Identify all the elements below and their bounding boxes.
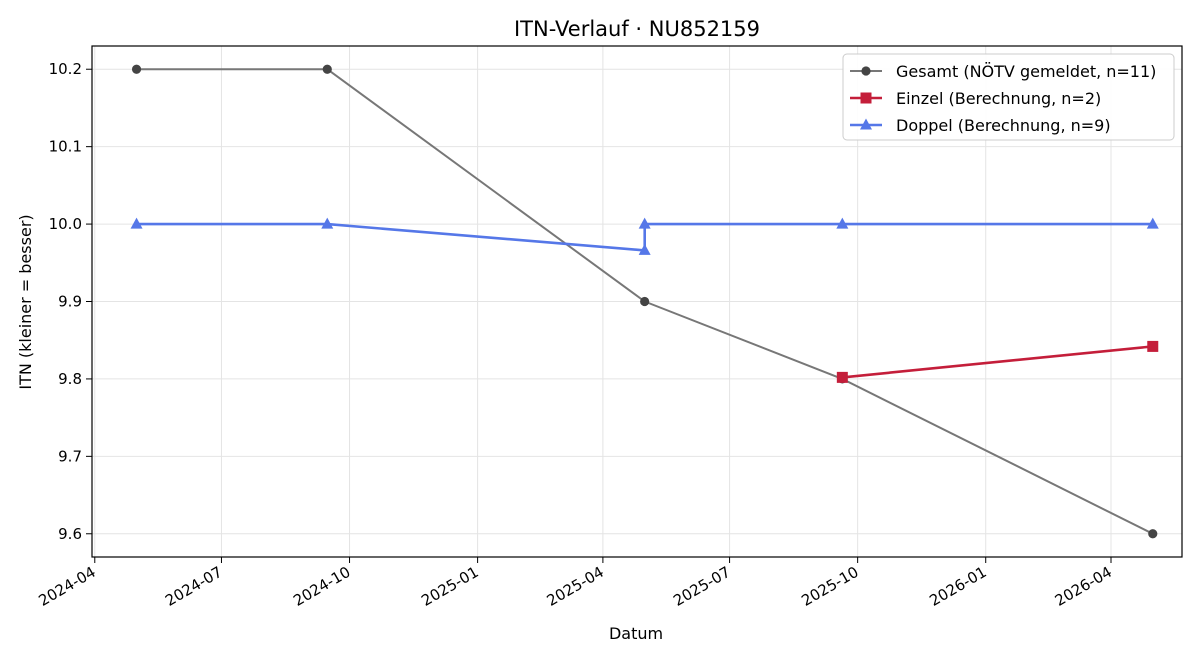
- series-line: [842, 345, 1153, 379]
- y-tick-label: 10.0: [49, 215, 82, 233]
- y-tick-label: 10.2: [49, 60, 82, 78]
- y-tick-label: 10.1: [49, 138, 82, 156]
- data-point: [836, 217, 849, 229]
- data-point: [321, 217, 334, 229]
- data-point: [130, 217, 143, 229]
- series-2: [836, 340, 1159, 383]
- x-tick-label: 2024-10: [290, 563, 353, 610]
- x-tick-label: 2025-01: [418, 563, 481, 610]
- y-tick-label: 9.8: [58, 370, 82, 388]
- y-axis: 9.6 9.7 9.8 9.9 10.0 10.1 10.2: [49, 60, 92, 543]
- legend-item: Einzel (Berechnung, n=2): [850, 89, 1101, 108]
- legend-box: [842, 53, 1175, 141]
- x-tick-label: 2024-07: [162, 563, 225, 610]
- x-tick-label: 2026-01: [926, 563, 989, 610]
- data-point: [638, 217, 651, 229]
- data-point: [1148, 529, 1158, 539]
- legend-item: Gesamt (NÖTV gemeldet, n=11): [850, 62, 1156, 81]
- x-axis-title: Datum: [609, 624, 663, 643]
- x-tick-label: 2025-10: [798, 563, 861, 610]
- data-point: [640, 296, 650, 307]
- series-3: [130, 217, 1159, 255]
- data-point: [1147, 340, 1159, 352]
- x-tick-label: 2025-07: [670, 563, 733, 610]
- data-point: [322, 64, 332, 74]
- legend-label: Einzel (Berechnung, n=2): [896, 89, 1101, 108]
- y-tick-label: 9.9: [58, 293, 82, 311]
- legend-item: Doppel (Berechnung, n=9): [850, 116, 1111, 135]
- data-point: [638, 243, 651, 255]
- legend: Gesamt (NÖTV gemeldet, n=11) Einzel (Bere…: [842, 53, 1175, 141]
- chart-title: ITN-Verlauf · NU852159: [514, 17, 760, 41]
- series-layer: [130, 64, 1159, 539]
- data-point: [131, 64, 142, 74]
- legend-label: Gesamt (NÖTV gemeldet, n=11): [896, 62, 1156, 81]
- series-line: [136, 222, 1153, 252]
- y-tick-label: 9.6: [58, 525, 82, 543]
- legend-marker: [860, 118, 872, 130]
- data-point: [836, 371, 848, 383]
- data-point: [1146, 217, 1159, 229]
- legend-marker: [861, 66, 871, 76]
- y-axis-title: ITN (kleiner = besser): [16, 214, 35, 389]
- x-tick-label: 2024-04: [35, 563, 98, 610]
- x-tick-label: 2025-04: [544, 563, 607, 610]
- x-tick-label: 2026-04: [1052, 563, 1115, 610]
- grid-lines: [92, 46, 1182, 557]
- legend-marker: [860, 92, 872, 104]
- y-tick-label: 9.7: [58, 447, 82, 465]
- x-axis: 2024-04 2024-07 2024-10 2025-01 2025-04 2025-…: [35, 557, 1115, 610]
- legend-label: Doppel (Berechnung, n=9): [896, 116, 1111, 135]
